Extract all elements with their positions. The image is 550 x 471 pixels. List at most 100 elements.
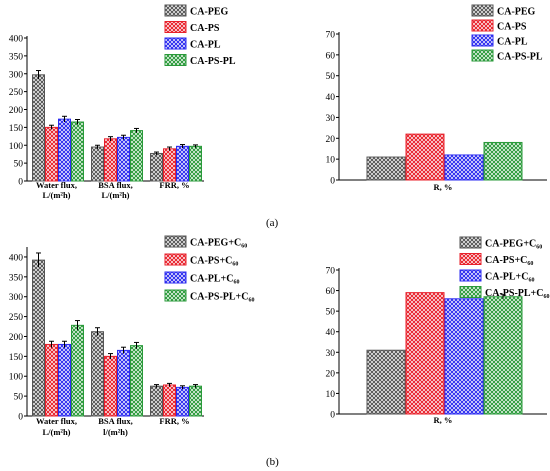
bar-ca-pl-c--0 <box>58 343 71 417</box>
y-tick-label: 300 <box>9 70 24 80</box>
y-tick-label: 0 <box>18 413 23 423</box>
legend-swatch <box>471 34 494 47</box>
y-tick-label: 50 <box>326 72 336 82</box>
legend-label: CA-PS-PL <box>190 56 236 67</box>
y-tick-label: 300 <box>9 293 24 303</box>
legend-label: CA-PEG <box>190 7 229 18</box>
y-tick-label: 0 <box>330 411 335 421</box>
caption-a: (a) <box>266 217 279 229</box>
y-tick-label: 70 <box>326 267 336 277</box>
bar-ca-ps-0 <box>45 126 58 182</box>
bar-ca-pl-0 <box>444 154 484 181</box>
legend-swatch <box>459 236 482 249</box>
y-tick-label: 350 <box>9 273 24 283</box>
legend-swatch <box>459 253 482 265</box>
bar-ca-ps-0 <box>405 133 445 181</box>
caption-b: (b) <box>266 456 279 468</box>
x-category-label: Water flux, <box>36 180 77 190</box>
y-tick-label: 30 <box>326 349 336 359</box>
legend-swatch <box>164 253 187 266</box>
y-tick-label: 20 <box>326 135 336 145</box>
legend-swatch <box>164 54 187 66</box>
y-tick-label: 10 <box>326 156 336 166</box>
bar-ca-ps-pl-0 <box>483 141 523 181</box>
bar-ca-ps-c--0 <box>45 343 58 417</box>
bar-ca-pl-0 <box>58 118 71 182</box>
x-category-label: L/(m²h) <box>42 190 70 200</box>
bar-ca-peg-c--0 <box>32 259 45 417</box>
y-tick-label: 40 <box>326 93 336 103</box>
x-category-label: Water flux, <box>36 416 77 426</box>
legend-swatch <box>471 19 494 32</box>
y-tick-label: 350 <box>9 52 24 62</box>
bar-ca-ps-c--0 <box>405 292 445 415</box>
legend-label: CA-PL <box>190 40 221 51</box>
y-tick-label: 10 <box>326 390 336 400</box>
legend-label: CA-PEG <box>497 7 536 18</box>
legend-swatch <box>471 49 494 62</box>
y-tick-label: 70 <box>326 31 336 41</box>
bar-ca-peg-c--2 <box>150 385 163 417</box>
bar-ca-ps-pl-c--0 <box>483 296 523 415</box>
bar-ca-ps-1 <box>104 138 117 182</box>
x-category-label: BSA flux, <box>98 416 133 426</box>
y-tick-label: 250 <box>9 313 24 323</box>
y-tick-label: 20 <box>326 369 336 379</box>
y-tick-label: 200 <box>9 106 24 116</box>
y-tick-label: 50 <box>326 308 336 318</box>
bar-ca-peg-2 <box>150 152 163 182</box>
y-tick-label: 150 <box>9 124 24 134</box>
y-tick-label: 60 <box>326 51 336 61</box>
y-tick-label: 60 <box>326 287 336 297</box>
bar-ca-peg-c--1 <box>91 331 104 417</box>
legend-label: CA-PS+C₆₀ <box>190 256 238 267</box>
bar-ca-ps-pl-2 <box>189 145 202 182</box>
x-category-label: L/(m²h) <box>42 427 70 437</box>
legend-swatch <box>459 286 482 298</box>
bar-ca-pl-c--1 <box>117 349 130 417</box>
x-category-label: BSA flux, <box>98 180 133 190</box>
legend-label: CA-PL+C₆₀ <box>485 272 534 283</box>
y-tick-label: 40 <box>326 328 336 338</box>
bar-ca-peg-0 <box>366 156 406 181</box>
legend-label: CA-PS-PL+C₆₀ <box>485 288 549 299</box>
bar-ca-ps-pl-c--2 <box>189 385 202 417</box>
legend-label: CA-PL <box>497 37 528 48</box>
legend-swatch <box>471 4 494 17</box>
y-tick-label: 0 <box>18 178 23 188</box>
bar-ca-ps-pl-1 <box>130 130 143 182</box>
bar-ca-pl-1 <box>117 136 130 182</box>
x-category-label: FRR, % <box>159 416 189 426</box>
chart-panel-a-right: 0 10 20 30 40 50 60 70 R, % CA-PEG CA-PS CA-PL CA-PS… <box>326 4 547 192</box>
y-tick-label: 150 <box>9 353 24 363</box>
y-tick-label: 100 <box>9 142 24 152</box>
y-tick-label: 50 <box>14 160 24 170</box>
x-category-label: l/(m²h) <box>103 427 128 437</box>
y-tick-label: 400 <box>9 35 24 45</box>
legend-label: CA-PL+C₆₀ <box>190 274 239 285</box>
bar-ca-peg-c--0 <box>366 349 406 415</box>
y-tick-label: 30 <box>326 114 336 124</box>
legend-label: CA-PS-PL+C₆₀ <box>190 292 254 303</box>
y-tick-label: 50 <box>14 393 24 403</box>
bar-ca-pl-c--0 <box>444 298 484 415</box>
x-category-label: FRR, % <box>159 180 189 190</box>
x-category-label: L/(m²h) <box>101 190 129 200</box>
bar-ca-ps-2 <box>163 148 176 182</box>
x-category-label: R, % <box>434 182 453 192</box>
y-tick-label: 400 <box>9 253 24 263</box>
legend-label: CA-PEG+C₆₀ <box>190 238 247 249</box>
bar-ca-ps-c--1 <box>104 355 117 417</box>
legend-swatch <box>459 269 482 282</box>
bar-ca-peg-0 <box>32 74 45 182</box>
y-tick-label: 100 <box>9 373 24 383</box>
bar-ca-ps-pl-c--0 <box>71 324 84 417</box>
bar-ca-peg-1 <box>91 146 104 182</box>
legend-label: CA-PS <box>190 23 220 34</box>
x-category-label: R, % <box>434 415 453 425</box>
chart-panel-b-left: 0 50 100 150 200 250 300 350 400 Water flux,L/(m²… <box>9 235 254 437</box>
bar-ca-ps-pl-0 <box>71 121 84 182</box>
y-tick-label: 200 <box>9 333 24 343</box>
legend-label: CA-PS-PL <box>497 52 543 63</box>
